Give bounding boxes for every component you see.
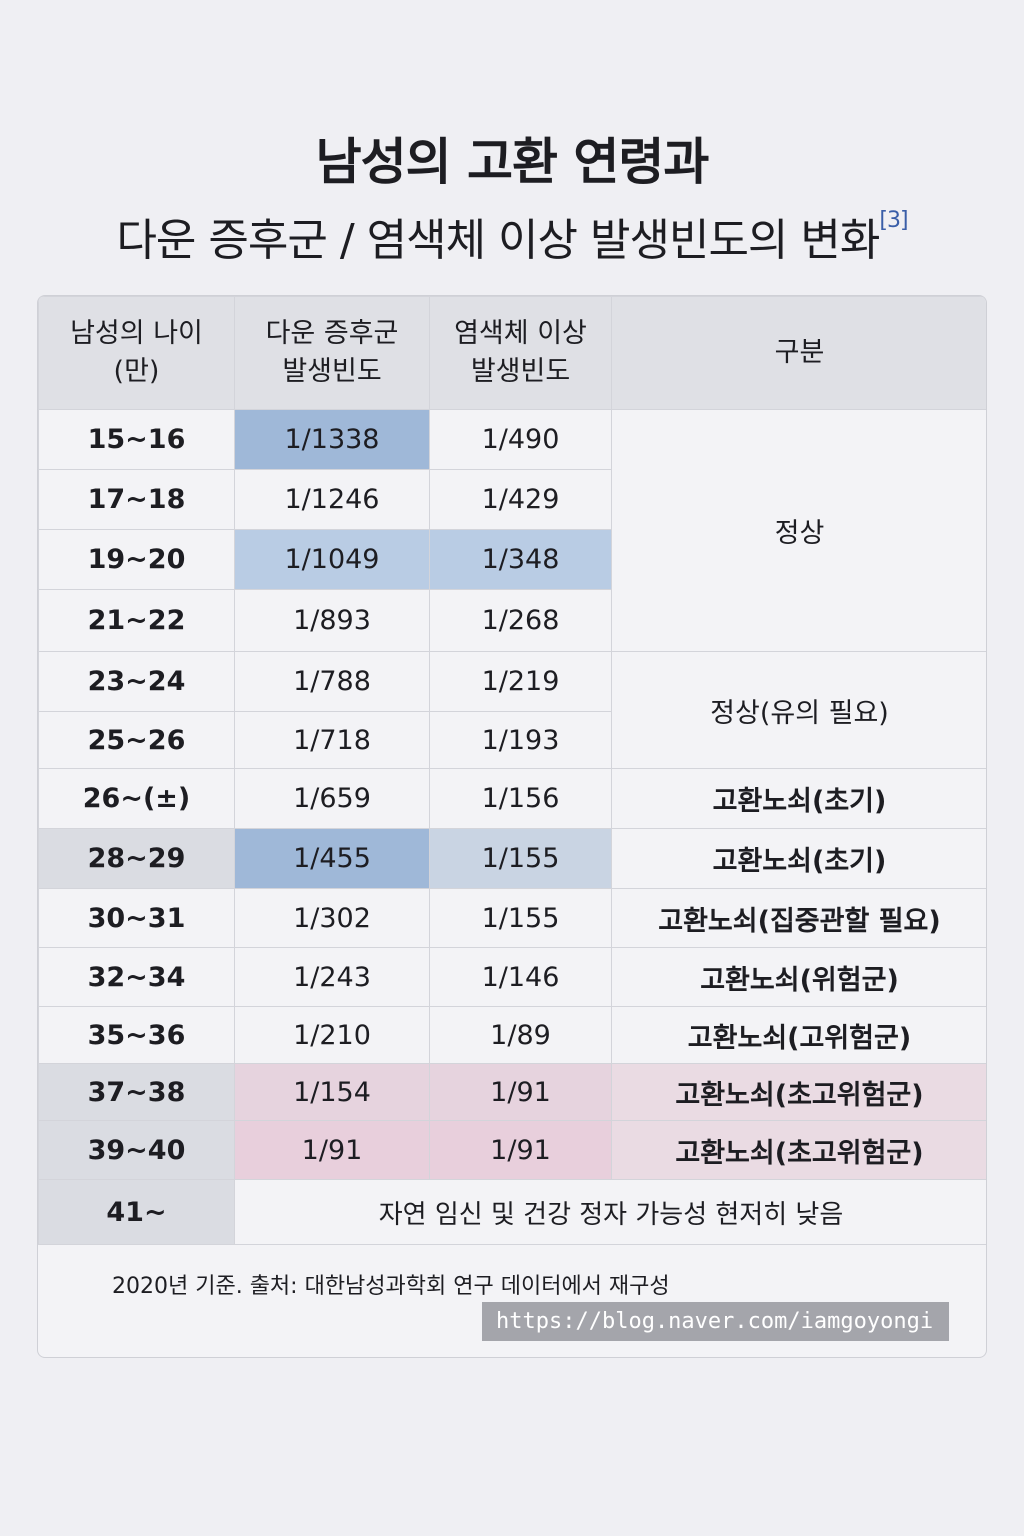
table-row: 28~29 1/455 1/155 고환노쇠(초기) <box>38 828 986 889</box>
down-cell: 1/1049 <box>234 529 430 590</box>
age-cell: 30~31 <box>38 888 235 948</box>
category-cell: 고환노쇠(초기) <box>611 768 986 829</box>
data-table: 남성의 나이 (만) 다운 증후군 발생빈도 염색체 이상 발생빈도 구분 15… <box>38 296 987 1245</box>
chrom-cell: 1/91 <box>429 1120 612 1180</box>
category-cell: 고환노쇠(집중관할 필요) <box>611 888 986 948</box>
table-row: 30~31 1/302 1/155 고환노쇠(집중관할 필요) <box>38 888 986 948</box>
watermark-link: https://blog.naver.com/iamgoyongi <box>482 1302 949 1341</box>
age-cell: 26~(±) <box>38 768 235 829</box>
age-cell: 25~26 <box>38 711 235 769</box>
age-cell: 23~24 <box>38 651 235 712</box>
chrom-cell: 1/89 <box>429 1006 612 1064</box>
page-title: 남성의 고환 연령과 <box>315 133 710 191</box>
category-cell: 정상 <box>611 409 986 652</box>
down-cell: 1/893 <box>234 589 430 652</box>
chrom-cell: 1/193 <box>429 711 612 769</box>
table-row: 19~20 1/1049 1/348 <box>38 529 987 590</box>
table-row: 39~40 1/91 1/91 고환노쇠(초고위험군) <box>38 1120 986 1180</box>
age-cell: 17~18 <box>38 469 235 530</box>
header-age: 남성의 나이 (만) <box>38 296 235 410</box>
table-row: 37~38 1/154 1/91 고환노쇠(초고위험군) <box>38 1063 986 1121</box>
subtitle-text: 다운 증후군 / 염색체 이상 발생빈도의 변화 <box>116 215 880 266</box>
down-cell: 1/302 <box>234 888 430 948</box>
table-row: 25~26 1/718 1/193 <box>38 711 987 769</box>
chrom-cell: 1/268 <box>429 589 612 652</box>
header-category: 구분 <box>611 296 986 410</box>
category-cell: 고환노쇠(초고위험군) <box>611 1063 986 1121</box>
age-cell: 39~40 <box>38 1120 235 1180</box>
age-cell: 41~ <box>38 1179 235 1245</box>
category-cell: 고환노쇠(고위험군) <box>611 1006 986 1064</box>
age-cell: 35~36 <box>38 1006 235 1064</box>
category-cell: 고환노쇠(초고위험군) <box>611 1120 986 1180</box>
age-cell: 19~20 <box>38 529 235 590</box>
category-cell: 고환노쇠(초기) <box>611 828 986 889</box>
down-cell: 1/210 <box>234 1006 430 1064</box>
table-row: 35~36 1/210 1/89 고환노쇠(고위험군) <box>38 1006 986 1064</box>
down-cell: 1/1246 <box>234 469 430 530</box>
chrom-cell: 1/490 <box>429 409 612 470</box>
chrom-cell: 1/348 <box>429 529 612 590</box>
table-row: 23~24 1/788 1/219 정상(유의 필요) <box>38 651 986 769</box>
chrom-cell: 1/146 <box>429 947 612 1007</box>
age-cell: 28~29 <box>38 828 235 889</box>
down-cell: 1/659 <box>234 768 430 829</box>
down-cell: 1/788 <box>234 651 430 712</box>
note-cell: 자연 임신 및 건강 정자 가능성 현저히 낮음 <box>234 1179 986 1245</box>
chrom-cell: 1/155 <box>429 888 612 948</box>
age-cell: 37~38 <box>38 1063 235 1121</box>
table-header: 남성의 나이 (만) 다운 증후군 발생빈도 염색체 이상 발생빈도 구분 <box>38 296 986 410</box>
category-cell: 고환노쇠(위험군) <box>611 947 986 1007</box>
chrom-cell: 1/155 <box>429 828 612 889</box>
table-row: 26~(±) 1/659 1/156 고환노쇠(초기) <box>38 768 986 829</box>
down-cell: 1/1338 <box>234 409 430 470</box>
table-row: 41~ 자연 임신 및 건강 정자 가능성 현저히 낮음 <box>38 1179 986 1245</box>
down-cell: 1/718 <box>234 711 430 769</box>
age-cell: 32~34 <box>38 947 235 1007</box>
category-cell: 정상(유의 필요) <box>611 651 986 769</box>
down-cell: 1/455 <box>234 828 430 889</box>
down-cell: 1/243 <box>234 947 430 1007</box>
header-chrom: 염색체 이상 발생빈도 <box>429 296 612 410</box>
data-table-card: 남성의 나이 (만) 다운 증후군 발생빈도 염색체 이상 발생빈도 구분 15… <box>37 295 987 1358</box>
header-down: 다운 증후군 발생빈도 <box>234 296 430 410</box>
citation-link[interactable]: [3] <box>879 208 908 233</box>
table-row: 15~16 1/1338 1/490 정상 <box>38 409 986 652</box>
chrom-cell: 1/219 <box>429 651 612 712</box>
down-cell: 1/91 <box>234 1120 430 1180</box>
table-row: 32~34 1/243 1/146 고환노쇠(위험군) <box>38 947 986 1007</box>
page-subtitle: 다운 증후군 / 염색체 이상 발생빈도의 변화[3] <box>0 204 1024 268</box>
age-cell: 15~16 <box>38 409 235 470</box>
source-footer: 2020년 기준. 출처: 대한남성과학회 연구 데이터에서 재구성 <box>112 1274 670 1299</box>
chrom-cell: 1/429 <box>429 469 612 530</box>
chrom-cell: 1/156 <box>429 768 612 829</box>
age-cell: 21~22 <box>38 589 235 652</box>
chrom-cell: 1/91 <box>429 1063 612 1121</box>
down-cell: 1/154 <box>234 1063 430 1121</box>
